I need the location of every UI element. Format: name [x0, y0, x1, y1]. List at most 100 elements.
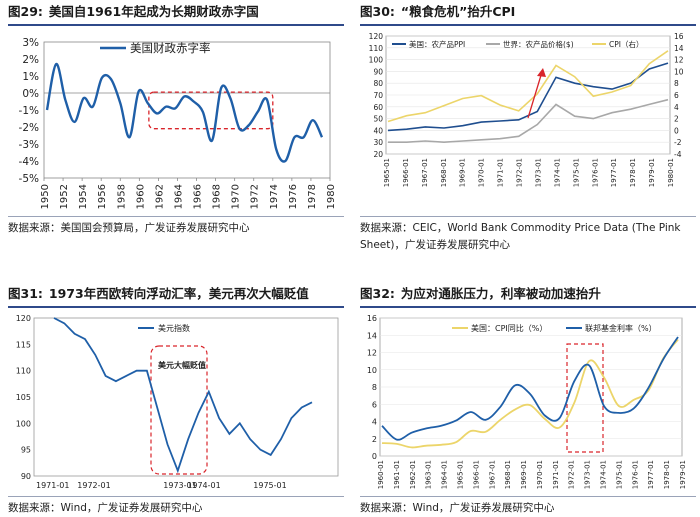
y-tick-label: 90 — [21, 472, 31, 481]
x-tick-label: 1975-01 — [615, 460, 623, 489]
x-tick-label: 1978-01 — [629, 158, 637, 187]
x-tick-label: 1966-01 — [402, 158, 410, 187]
y-left-tick-label: 20 — [373, 150, 383, 159]
series-line-cpi-yoy — [381, 339, 679, 449]
x-tick-label: 1971-01 — [36, 481, 69, 490]
y-tick-label: 95 — [21, 446, 31, 455]
figure-29-source: 数据来源：美国国会预算局，广发证券发展研究中心 — [8, 216, 344, 237]
x-tick-label: 1968 — [212, 184, 223, 209]
y-right-tick-label: 10 — [674, 67, 684, 76]
x-tick-label: 1967-01 — [488, 460, 496, 489]
y-tick-label: 16 — [367, 314, 377, 323]
y-left-tick-label: 80 — [373, 79, 383, 88]
x-tick-label: 1964-01 — [441, 460, 449, 489]
y-tick-label: 0% — [22, 88, 39, 100]
x-tick-label: 1963-01 — [425, 460, 433, 489]
x-tick-label: 1950 — [40, 184, 51, 209]
x-tick-label: 1956 — [97, 184, 108, 209]
y-tick-label: -2% — [19, 122, 39, 134]
x-tick-label: 1972-01 — [77, 481, 110, 490]
x-tick-label: 1970-01 — [478, 158, 486, 187]
x-tick-label: 1974-01 — [600, 460, 608, 489]
y-tick-label: -3% — [19, 139, 39, 151]
figure-30-number: 图30: — [360, 4, 395, 19]
x-tick-label: 1980 — [326, 184, 337, 209]
figure-32-source: 数据来源：Wind，广发证券发展研究中心 — [360, 496, 696, 517]
x-tick-label: 1971-01 — [552, 460, 560, 489]
x-tick-label: 1978-01 — [663, 460, 671, 489]
x-tick-label: 1979-01 — [679, 460, 687, 489]
figure-31-number: 图31: — [8, 286, 43, 301]
x-tick-label: 1972-01 — [568, 460, 576, 489]
figure-29-title-text: 美国自1961年起成为长期财政赤字国 — [48, 4, 259, 19]
y-left-tick-label: 50 — [373, 115, 383, 124]
legend-label: CPI（右） — [609, 39, 643, 49]
annotation-arrow-head — [537, 68, 546, 77]
figure-30-title-text: “粮食危机”抬升CPI — [400, 4, 516, 19]
y-tick-label: 6 — [372, 400, 377, 409]
x-tick-label: 1972-01 — [516, 158, 524, 187]
figure-31-chart: 120 115 110 105 100 95 90 1971-01 1972-01 1973-01… — [16, 314, 339, 490]
y-right-tick-label: 4 — [674, 103, 679, 112]
series-line-dollar-index — [53, 317, 313, 474]
y-tick-label: 0 — [372, 452, 377, 461]
y-right-tick-label: -2 — [674, 138, 682, 147]
annotation-arrow-line — [527, 71, 543, 119]
x-tick-label: 1979-01 — [648, 158, 656, 187]
y-tick-label: 3% — [22, 37, 39, 49]
x-tick-label: 1964 — [173, 184, 184, 209]
y-tick-label: 2% — [22, 54, 39, 66]
y-right-tick-label: 12 — [674, 56, 684, 65]
y-left-tick-label: 90 — [373, 67, 383, 76]
plot-area — [33, 317, 339, 477]
x-tick-label: 1966 — [193, 184, 204, 209]
legend-label-fed-funds: 联邦基金利率（%） — [585, 323, 657, 333]
series-line-ppi — [387, 62, 669, 132]
x-tick-label: 1973-01 — [534, 158, 542, 187]
y-tick-label: 14 — [367, 331, 377, 340]
figure-29-number: 图29: — [8, 4, 43, 19]
x-tick-label: 1969-01 — [520, 460, 528, 489]
figure-29-title: 图29: 美国自1961年起成为长期财政赤字国 — [8, 2, 344, 26]
x-tick-label: 1958 — [116, 184, 127, 209]
x-tick-label: 1975-01 — [253, 481, 286, 490]
x-tick-label: 1968-01 — [504, 460, 512, 489]
y-right-tick-label: -4 — [674, 150, 682, 159]
x-tick-label: 1975-01 — [572, 158, 580, 187]
y-tick-label: 115 — [16, 340, 31, 349]
y-tick-label: -1% — [19, 105, 39, 117]
y-left-tick-label: 40 — [373, 126, 383, 135]
x-tick-label: 1971-01 — [497, 158, 505, 187]
y-left-tick-label: 110 — [369, 44, 384, 53]
y-left-tick-label: 100 — [369, 56, 384, 65]
x-tick-label: 1966-01 — [472, 460, 480, 489]
legend-label-deficit: 美国财政赤字率 — [130, 41, 211, 55]
y-right-tick-label: 16 — [674, 32, 684, 41]
plot-area — [43, 41, 331, 179]
legend-label-dollar-index: 美元指数 — [158, 323, 190, 333]
x-tick-label: 1980-01 — [667, 158, 675, 187]
x-tick-label: 1962 — [154, 184, 165, 209]
y-tick-label: 8 — [372, 383, 377, 392]
y-tick-label: 105 — [16, 393, 31, 402]
y-right-tick-label: 0 — [674, 126, 679, 135]
x-tick-label: 1974-01 — [553, 158, 561, 187]
figure-31-source: 数据来源：Wind，广发证券发展研究中心 — [8, 496, 344, 517]
figure-32-number: 图32: — [360, 286, 395, 301]
y-right-tick-label: 6 — [674, 91, 679, 100]
figure-31-title: 图31: 1973年西欧转向浮动汇率，美元再次大幅贬值 — [8, 284, 344, 308]
x-tick-label: 1965-01 — [456, 460, 464, 489]
annotation-dashed-box — [150, 345, 208, 475]
x-tick-label: 1974 — [269, 184, 280, 209]
x-tick-label: 1968-01 — [440, 158, 448, 187]
x-tick-label: 1977-01 — [647, 460, 655, 489]
legend-label: 世界：农产品价格($) — [503, 39, 574, 49]
x-tick-label: 1972 — [250, 184, 261, 209]
x-tick-label: 1952 — [59, 184, 70, 209]
y-left-tick-label: 120 — [369, 32, 384, 41]
series-line-deficit — [45, 62, 324, 163]
y-right-tick-label: 2 — [674, 115, 679, 124]
x-tick-label: 1976-01 — [631, 460, 639, 489]
x-tick-label: 1967-01 — [421, 158, 429, 187]
